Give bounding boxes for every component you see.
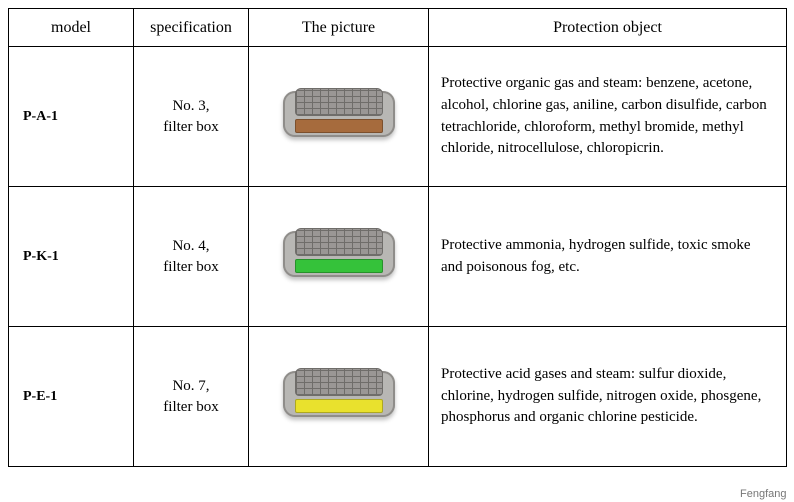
cell-picture [249, 47, 429, 187]
table-row: P-K-1 No. 4, filter box Protective ammon… [9, 187, 787, 327]
cell-model: P-A-1 [9, 47, 134, 187]
spec-line1: No. 4, [172, 238, 209, 254]
filter-spec-table: model specification The picture Protecti… [8, 8, 787, 467]
spec-line1: No. 3, [172, 98, 209, 114]
filter-cartridge-icon [281, 365, 397, 423]
cell-picture [249, 327, 429, 467]
header-protection-object: Protection object [429, 9, 787, 47]
filter-cartridge-icon [281, 85, 397, 143]
cell-picture [249, 187, 429, 327]
spec-line2: filter box [163, 119, 218, 135]
cell-spec: No. 3, filter box [134, 47, 249, 187]
table-row: P-A-1 No. 3, filter box Protective organ… [9, 47, 787, 187]
cell-spec: No. 4, filter box [134, 187, 249, 327]
cell-protection: Protective acid gases and steam: sulfur … [429, 327, 787, 467]
spec-line2: filter box [163, 259, 218, 275]
filter-cartridge-icon [281, 225, 397, 283]
header-specification: specification [134, 9, 249, 47]
spec-line2: filter box [163, 399, 218, 415]
table-row: P-E-1 No. 7, filter box Protective acid … [9, 327, 787, 467]
cell-model: P-K-1 [9, 187, 134, 327]
cell-spec: No. 7, filter box [134, 327, 249, 467]
cell-protection: Protective ammonia, hydrogen sulfide, to… [429, 187, 787, 327]
header-model: model [9, 9, 134, 47]
cell-model: P-E-1 [9, 327, 134, 467]
header-picture: The picture [249, 9, 429, 47]
spec-line1: No. 7, [172, 378, 209, 394]
header-row: model specification The picture Protecti… [9, 9, 787, 47]
cell-protection: Protective organic gas and steam: benzen… [429, 47, 787, 187]
watermark-text: Fengfang [740, 488, 786, 500]
